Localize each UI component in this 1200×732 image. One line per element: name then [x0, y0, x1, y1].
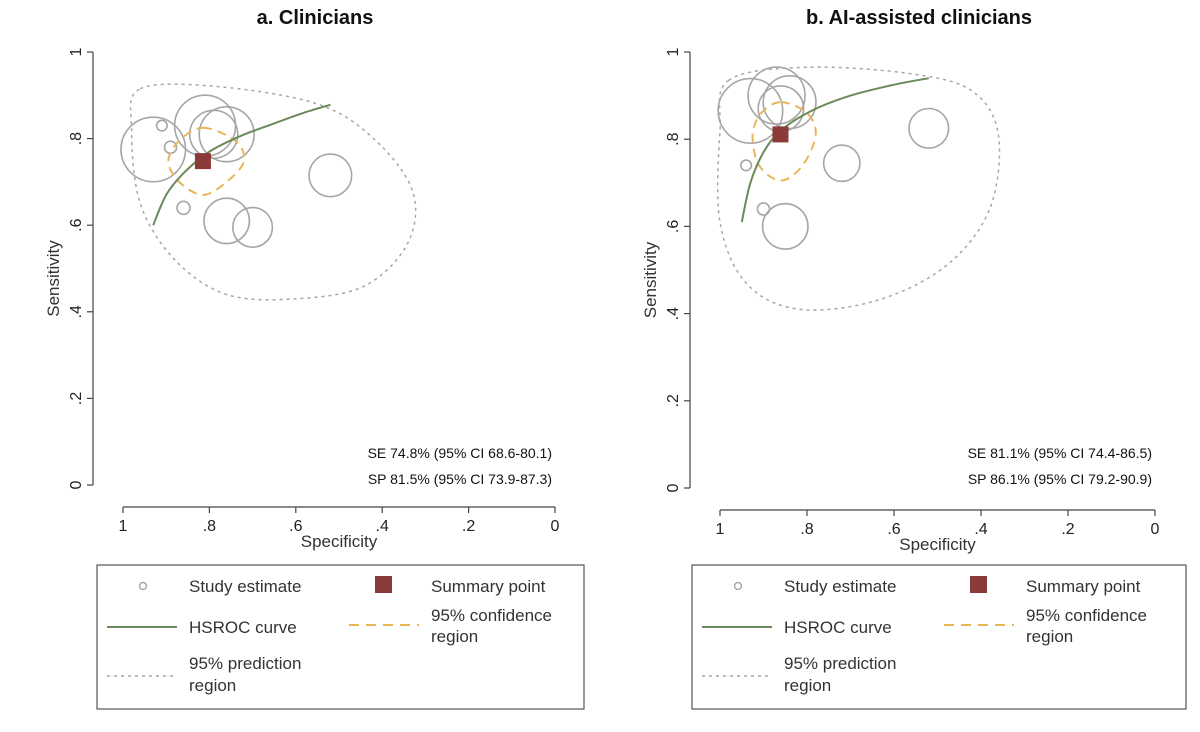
study-estimate — [747, 66, 806, 125]
study-estimate — [173, 94, 237, 157]
y-tick-label: .6 — [665, 220, 682, 233]
legend-summary-symbol — [970, 576, 987, 593]
legend-prediction-label: region — [189, 676, 236, 695]
study-estimate — [740, 159, 753, 172]
study-estimate — [822, 144, 861, 183]
legend: Study estimate Summary point HSROC curve 95… — [96, 564, 585, 710]
chart-title: b. AI-assisted clinicians — [806, 7, 1032, 29]
summary-point — [194, 153, 211, 170]
legend-prediction-label: region — [784, 676, 831, 695]
y-axis-label: Sensitivity — [44, 240, 63, 317]
y-tick-label: .2 — [665, 394, 682, 407]
x-tick-label: .6 — [887, 521, 900, 538]
legend-box — [96, 564, 585, 710]
x-tick-label: .6 — [289, 518, 302, 535]
confidence-region — [167, 126, 246, 196]
study-estimate — [203, 197, 251, 245]
study-estimate — [198, 106, 255, 163]
study-estimate — [231, 206, 274, 248]
legend-box — [691, 564, 1187, 710]
legend-summary-symbol — [375, 576, 392, 593]
chart-title: a. Clinicians — [257, 7, 374, 29]
legend-prediction-label: 95% prediction — [784, 654, 896, 673]
y-tick-label: .6 — [68, 218, 85, 231]
legend-confidence-label: region — [431, 627, 478, 646]
sp-annotation: SP 86.1% (95% CI 79.2-90.9) — [968, 471, 1152, 487]
study-estimate — [762, 74, 817, 130]
x-axis-label: Specificity — [301, 532, 378, 551]
y-tick-label: .2 — [68, 392, 85, 405]
x-tick-label: .4 — [376, 518, 389, 535]
legend-hsroc-label: HSROC curve — [189, 618, 297, 637]
prediction-region — [716, 66, 1001, 311]
study-estimate — [308, 153, 353, 198]
x-tick-label: .2 — [1061, 521, 1074, 538]
study-estimate — [176, 200, 191, 216]
study-estimate — [155, 119, 168, 132]
x-axis-label: Specificity — [899, 535, 976, 554]
y-tick-label: 0 — [665, 483, 682, 492]
legend-summary-label: Summary point — [431, 577, 546, 596]
legend-study-symbol — [138, 581, 148, 591]
y-tick-label: .8 — [665, 132, 682, 145]
x-tick-label: .8 — [203, 518, 216, 535]
x-tick-label: .4 — [974, 521, 987, 538]
y-tick-label: .4 — [665, 307, 682, 320]
se-annotation: SE 74.8% (95% CI 68.6-80.1) — [368, 445, 552, 461]
panel-a: a. Clinicians 0 .2 .4 .6 .8 1 Sensitivity 1 .8 .6.… — [44, 7, 585, 710]
legend: Study estimate Summary point HSROC curve 95… — [691, 564, 1187, 710]
hsroc-curve — [740, 77, 929, 223]
legend-study-label: Study estimate — [189, 577, 301, 596]
y-tick-label: 0 — [68, 480, 85, 489]
y-tick-label: 1 — [665, 47, 682, 56]
x-tick-label: .8 — [800, 521, 813, 538]
x-tick-label: 0 — [1151, 521, 1160, 538]
x-tick-label: 0 — [551, 518, 560, 535]
legend-hsroc-label: HSROC curve — [784, 618, 892, 637]
study-estimate — [188, 109, 239, 160]
y-tick-label: .8 — [68, 132, 85, 145]
legend-prediction-label: 95% prediction — [189, 654, 301, 673]
legend-study-label: Study estimate — [784, 577, 896, 596]
summary-point — [772, 126, 789, 143]
legend-confidence-label: 95% confidence — [1026, 606, 1147, 625]
se-annotation: SE 81.1% (95% CI 74.4-86.5) — [968, 445, 1152, 461]
y-tick-label: 1 — [68, 47, 85, 56]
study-estimate — [717, 77, 784, 144]
hsroc-curve — [152, 103, 331, 226]
study-estimate — [756, 202, 771, 216]
x-tick-label: 1 — [716, 521, 725, 538]
x-tick-label: .2 — [462, 518, 475, 535]
confidence-region — [751, 101, 817, 182]
legend-study-symbol — [733, 581, 743, 591]
legend-summary-label: Summary point — [1026, 577, 1141, 596]
study-estimate — [761, 202, 809, 250]
panel-b: b. AI-assisted clinicians 0 .2 .4 .6 .8 1 Sensi… — [641, 7, 1187, 710]
prediction-region — [129, 83, 417, 301]
legend-confidence-label: 95% confidence — [431, 606, 552, 625]
sp-annotation: SP 81.5% (95% CI 73.9-87.3) — [368, 471, 552, 487]
legend-confidence-label: region — [1026, 627, 1073, 646]
study-estimate — [908, 107, 950, 149]
y-tick-label: .4 — [68, 305, 85, 318]
y-axis-label: Sensitivity — [641, 241, 660, 318]
x-tick-label: 1 — [119, 518, 128, 535]
